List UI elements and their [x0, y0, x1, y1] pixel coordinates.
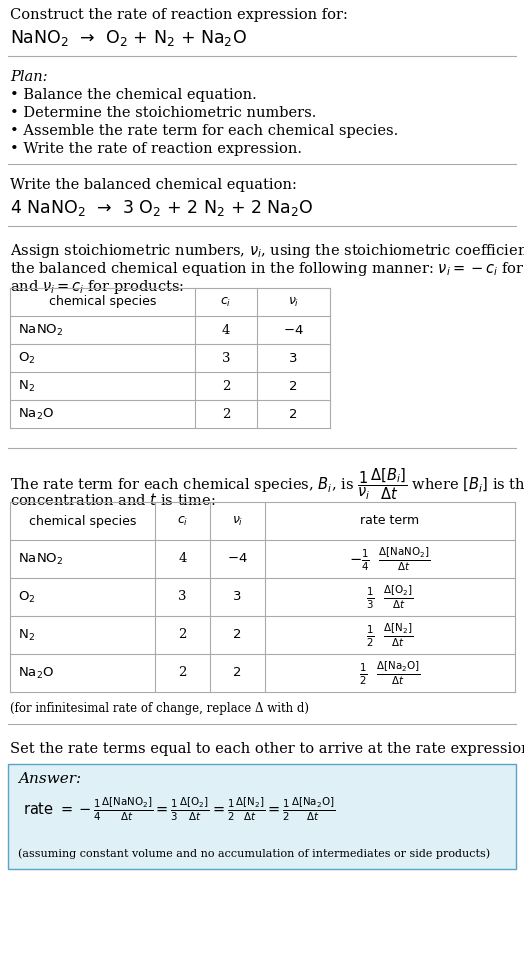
Text: chemical species: chemical species: [29, 514, 136, 527]
Text: $\frac{1}{2}$  $\frac{\Delta[\mathrm{N_2}]}{\Delta t}$: $\frac{1}{2}$ $\frac{\Delta[\mathrm{N_2}…: [366, 621, 413, 649]
Text: rate $= -\frac{1}{4}\frac{\Delta[\mathrm{NaNO_2}]}{\Delta t}= \frac{1}{3}\frac{\: rate $= -\frac{1}{4}\frac{\Delta[\mathrm…: [23, 796, 335, 823]
Text: $c_i$: $c_i$: [221, 295, 232, 309]
Text: Write the balanced chemical equation:: Write the balanced chemical equation:: [10, 178, 297, 192]
Text: $\mathregular{Na_2O}$: $\mathregular{Na_2O}$: [18, 407, 54, 421]
Text: The rate term for each chemical species, $B_i$, is $\dfrac{1}{\nu_i}\dfrac{\Delt: The rate term for each chemical species,…: [10, 466, 524, 502]
Text: (for infinitesimal rate of change, replace Δ with d): (for infinitesimal rate of change, repla…: [10, 702, 309, 715]
Text: $\frac{1}{3}$  $\frac{\Delta[\mathrm{O_2}]}{\Delta t}$: $\frac{1}{3}$ $\frac{\Delta[\mathrm{O_2}…: [366, 583, 414, 611]
Text: • Determine the stoichiometric numbers.: • Determine the stoichiometric numbers.: [10, 106, 316, 120]
FancyBboxPatch shape: [8, 764, 516, 869]
Text: $\frac{1}{2}$  $\frac{\Delta[\mathrm{Na_2O}]}{\Delta t}$: $\frac{1}{2}$ $\frac{\Delta[\mathrm{Na_2…: [359, 660, 421, 687]
Text: Assign stoichiometric numbers, $\nu_i$, using the stoichiometric coefficients, $: Assign stoichiometric numbers, $\nu_i$, …: [10, 242, 524, 260]
Text: $\mathregular{NaNO_2}$: $\mathregular{NaNO_2}$: [18, 552, 63, 566]
Text: and $\nu_i = c_i$ for products:: and $\nu_i = c_i$ for products:: [10, 278, 184, 296]
Text: $\mathregular{N_2}$: $\mathregular{N_2}$: [18, 378, 35, 394]
Text: 3: 3: [233, 591, 242, 604]
Text: $c_i$: $c_i$: [177, 514, 188, 527]
Text: 3: 3: [178, 591, 187, 604]
Text: • Write the rate of reaction expression.: • Write the rate of reaction expression.: [10, 142, 302, 156]
Text: 2: 2: [289, 379, 298, 393]
Text: $\mathregular{4\ NaNO_2}$  →  $\mathregular{3\ O_2}$ + $\mathregular{2\ N_2}$ + : $\mathregular{4\ NaNO_2}$ → $\mathregula…: [10, 198, 314, 218]
Text: 2: 2: [222, 408, 230, 420]
Text: $-4$: $-4$: [227, 553, 248, 565]
Text: $-4$: $-4$: [283, 323, 304, 336]
Text: 4: 4: [178, 553, 187, 565]
Text: 2: 2: [178, 666, 187, 679]
Text: $-\frac{1}{4}$  $\frac{\Delta[\mathrm{NaNO_2}]}{\Delta t}$: $-\frac{1}{4}$ $\frac{\Delta[\mathrm{NaN…: [349, 545, 431, 572]
Text: • Balance the chemical equation.: • Balance the chemical equation.: [10, 88, 257, 102]
Text: rate term: rate term: [361, 514, 420, 527]
Text: $\mathregular{NaNO_2}$: $\mathregular{NaNO_2}$: [18, 322, 63, 337]
Text: Answer:: Answer:: [18, 772, 81, 786]
Text: $\mathregular{O_2}$: $\mathregular{O_2}$: [18, 351, 36, 366]
Text: 2: 2: [178, 628, 187, 642]
Text: the balanced chemical equation in the following manner: $\nu_i = -c_i$ for react: the balanced chemical equation in the fo…: [10, 260, 524, 278]
Text: chemical species: chemical species: [49, 296, 156, 309]
Text: 3: 3: [289, 352, 298, 365]
Text: $\nu_i$: $\nu_i$: [288, 295, 299, 309]
Text: (assuming constant volume and no accumulation of intermediates or side products): (assuming constant volume and no accumul…: [18, 849, 490, 859]
Text: 2: 2: [233, 666, 242, 679]
Text: 2: 2: [233, 628, 242, 642]
Text: $\mathregular{O_2}$: $\mathregular{O_2}$: [18, 589, 36, 605]
Text: Construct the rate of reaction expression for:: Construct the rate of reaction expressio…: [10, 8, 348, 22]
Text: Set the rate terms equal to each other to arrive at the rate expression:: Set the rate terms equal to each other t…: [10, 742, 524, 756]
Text: • Assemble the rate term for each chemical species.: • Assemble the rate term for each chemic…: [10, 124, 398, 138]
Text: 2: 2: [222, 379, 230, 393]
Text: Plan:: Plan:: [10, 70, 48, 84]
Text: $\mathregular{N_2}$: $\mathregular{N_2}$: [18, 627, 35, 643]
Text: $\mathregular{NaNO_2}$  →  $\mathregular{O_2}$ + $\mathregular{N_2}$ + $\mathreg: $\mathregular{NaNO_2}$ → $\mathregular{O…: [10, 28, 247, 48]
Text: 3: 3: [222, 352, 230, 365]
Text: concentration and $t$ is time:: concentration and $t$ is time:: [10, 492, 215, 508]
Text: 4: 4: [222, 323, 230, 336]
Text: 2: 2: [289, 408, 298, 420]
Text: $\mathregular{Na_2O}$: $\mathregular{Na_2O}$: [18, 665, 54, 680]
Text: $\nu_i$: $\nu_i$: [232, 514, 243, 527]
